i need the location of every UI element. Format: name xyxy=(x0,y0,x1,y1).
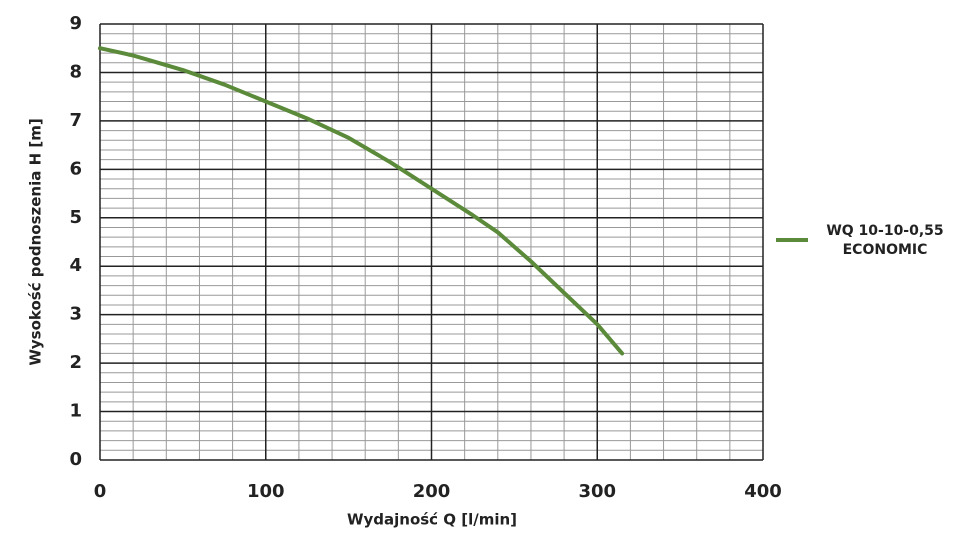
y-axis-title: Wysokość podnoszenia H [m] xyxy=(27,118,45,365)
x-tick-label: 100 xyxy=(247,481,285,502)
x-axis-title: Wydajność Q [l/min] xyxy=(347,511,517,529)
y-tick-label: 9 xyxy=(69,13,82,34)
data-line xyxy=(98,46,625,356)
x-tick-label: 0 xyxy=(94,481,107,502)
y-tick-label: 2 xyxy=(69,352,82,373)
y-tick-label: 5 xyxy=(69,207,82,228)
x-tick-label: 300 xyxy=(578,481,616,502)
y-tick-label: 3 xyxy=(69,304,82,325)
y-tick-label: 1 xyxy=(69,401,82,422)
x-tick-label: 200 xyxy=(413,481,451,502)
y-tick-label: 0 xyxy=(69,449,82,470)
y-tick-label: 7 xyxy=(69,110,82,131)
x-tick-label: 400 xyxy=(744,481,782,502)
y-tick-label: 8 xyxy=(69,61,82,82)
legend-label: WQ 10-10-0,55 ECONOMIC xyxy=(826,223,944,258)
y-tick-label: 4 xyxy=(69,255,82,276)
y-tick-label: 6 xyxy=(69,158,82,179)
